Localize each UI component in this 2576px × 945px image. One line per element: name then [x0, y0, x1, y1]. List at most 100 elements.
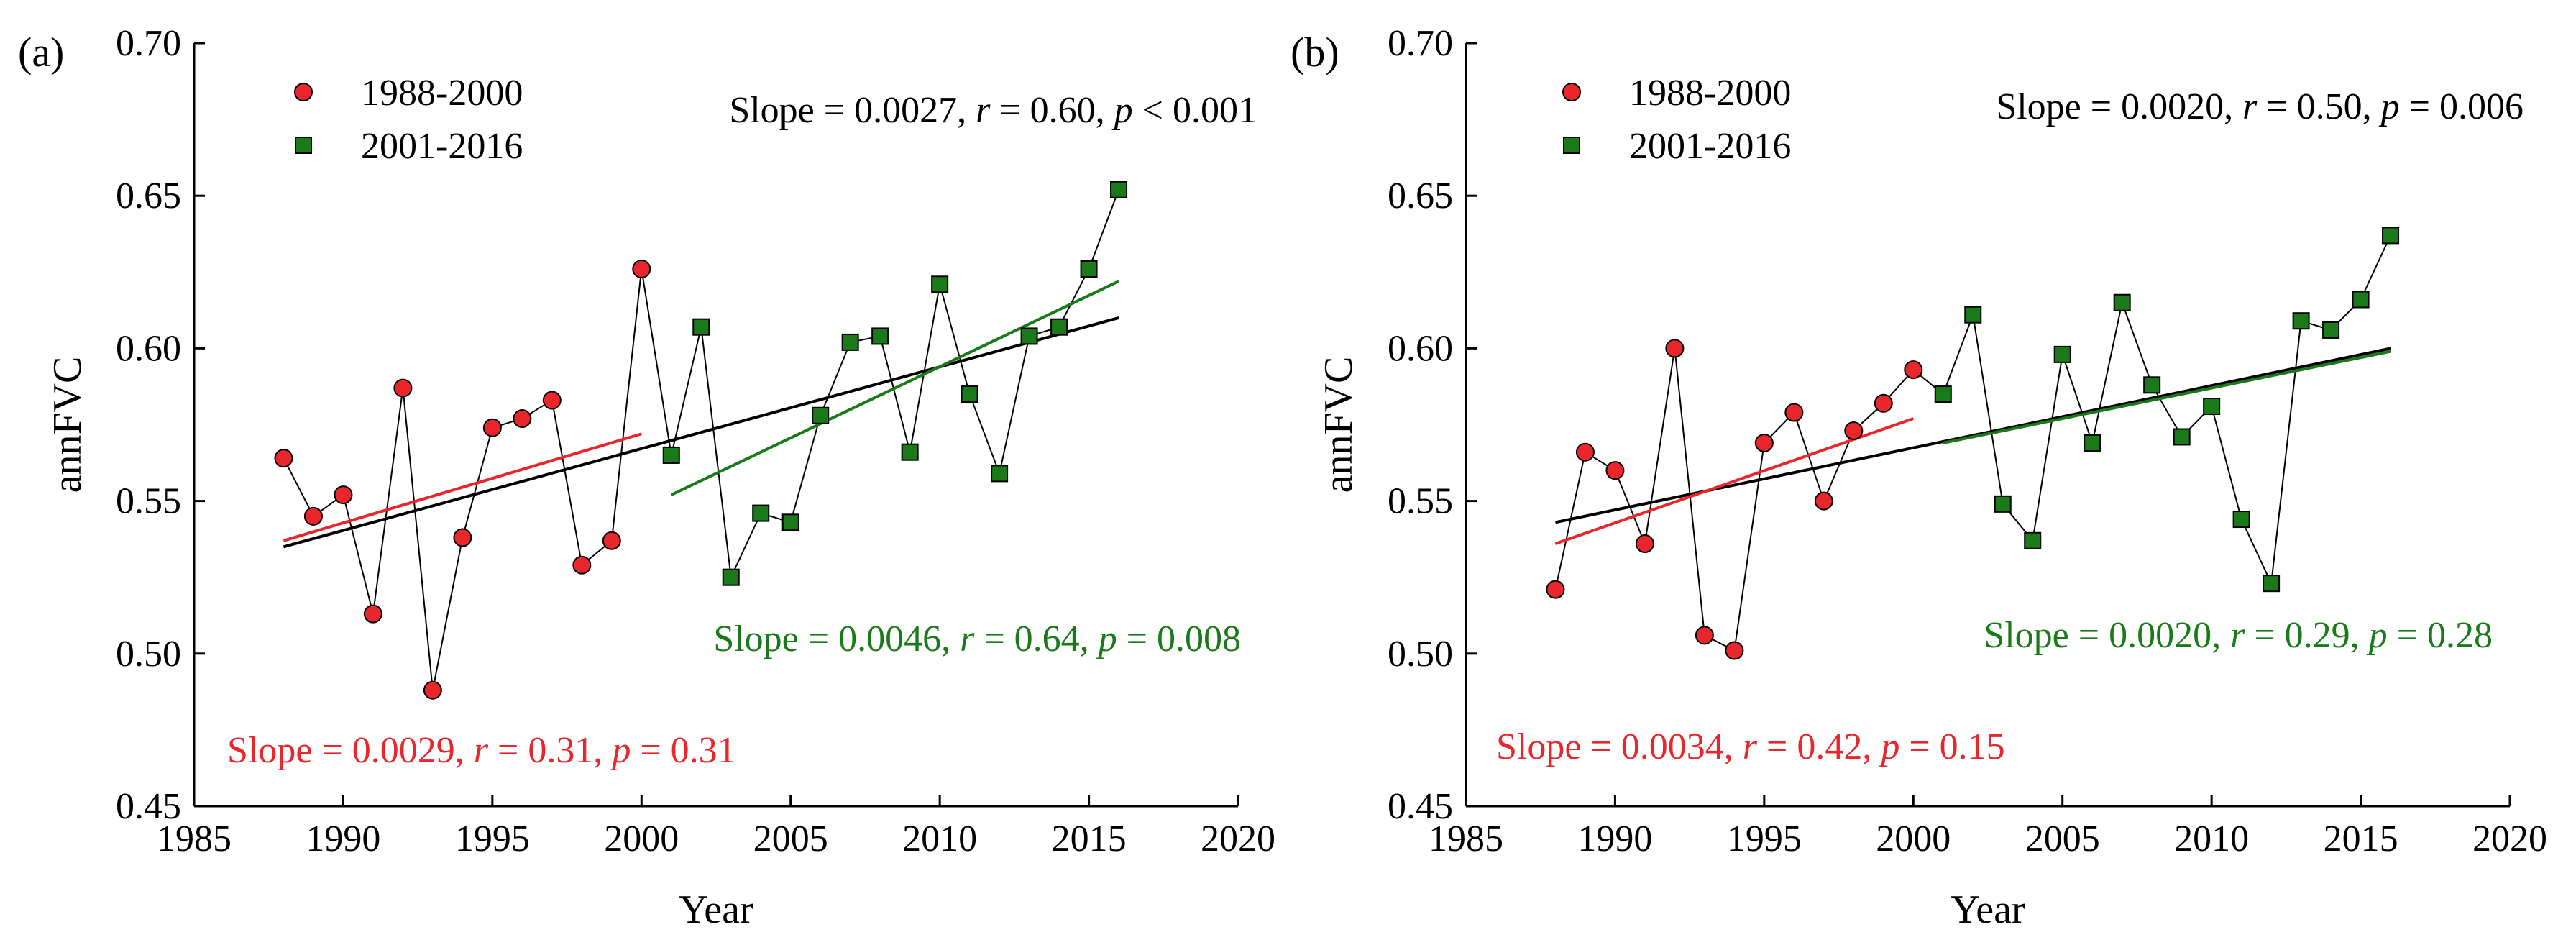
stat-annotation-part: = 0.008 — [1117, 618, 1241, 659]
y-tick-label: 0.60 — [1388, 328, 1453, 369]
y-tick-label: 0.55 — [116, 481, 181, 522]
data-point — [513, 409, 532, 429]
stat-annotation-part: Slope = 0.0020, — [1984, 615, 2230, 656]
stat-annotation: Slope = 0.0046, r = 0.64, p = 0.008 — [713, 618, 1241, 659]
data-point — [1695, 626, 1714, 645]
data-point — [453, 528, 472, 547]
data-point — [1964, 306, 1982, 324]
stat-annotation-part: = 0.29, — [2245, 615, 2368, 656]
data-point — [2232, 511, 2250, 529]
y-tick-label: 0.45 — [116, 786, 181, 827]
stat-annotation: Slope = 0.0029, r = 0.31, p = 0.31 — [227, 730, 736, 771]
stat-annotation-part: = 0.60, — [990, 90, 1114, 131]
data-point — [482, 418, 502, 437]
legend-label: 1988-2000 — [361, 73, 523, 114]
data-point — [2263, 575, 2281, 593]
data-point — [1635, 534, 1654, 554]
data-point — [812, 406, 830, 424]
panel-label: (a) — [18, 29, 64, 76]
data-point — [1725, 641, 1744, 660]
data-point — [363, 604, 382, 624]
data-point — [781, 513, 799, 531]
stat-annotation-part: = 0.50, — [2257, 86, 2380, 127]
x-axis-label: Year — [1951, 887, 2025, 932]
legend-marker — [1563, 137, 1580, 154]
data-point — [991, 465, 1009, 483]
x-tick-label: 2015 — [2324, 818, 2398, 859]
stat-annotation-part: = 0.31 — [631, 730, 735, 771]
data-point — [1874, 393, 1893, 413]
data-point — [692, 318, 710, 336]
trendline-2001-2016 — [1943, 350, 2391, 444]
y-tick-label: 0.60 — [116, 328, 181, 369]
data-point — [303, 506, 323, 526]
data-point — [632, 260, 651, 279]
x-tick-label: 1995 — [455, 818, 530, 859]
y-tick-label: 0.50 — [1388, 634, 1453, 675]
panel-a: (a) 0.45 0.50 0.55 0.60 0.65 0.70 1985 1990 1995 2… — [18, 23, 1275, 932]
stat-annotation-part: p — [2366, 615, 2388, 656]
stat-annotation-part: r — [2242, 86, 2258, 127]
stat-annotation-part: < 0.001 — [1133, 90, 1257, 131]
data-point — [274, 449, 293, 468]
data-point — [871, 327, 889, 345]
y-tick-label: 0.55 — [1388, 481, 1453, 522]
x-tick-label: 2020 — [1201, 818, 1275, 859]
data-point — [1605, 461, 1625, 480]
stat-annotation-part: r — [474, 730, 489, 771]
stat-annotation-part: p — [609, 730, 631, 771]
data-point — [1814, 491, 1833, 511]
data-point — [2084, 434, 2101, 452]
data-point — [423, 680, 442, 700]
stat-annotation-part: = 0.42, — [1757, 726, 1881, 767]
stat-annotation-part: Slope = 0.0046, — [713, 618, 960, 659]
x-tick-label: 2000 — [1876, 818, 1951, 859]
panel-label: (b) — [1291, 29, 1339, 76]
x-tick-label: 1990 — [306, 818, 380, 859]
data-point — [931, 275, 949, 293]
stat-annotation-part: = 0.31, — [488, 730, 612, 771]
data-point — [752, 504, 770, 522]
panel-b: (b) 0.45 0.50 0.55 0.60 0.65 0.70 1985 1990 1995 2… — [1291, 23, 2547, 932]
x-tick-label: 1990 — [1577, 818, 1652, 859]
legend-marker — [295, 137, 312, 154]
x-tick-label: 2010 — [2174, 818, 2249, 859]
data-point — [572, 555, 592, 575]
data-point — [1904, 360, 1923, 380]
data-point — [1934, 385, 1952, 403]
data-point — [602, 531, 621, 550]
x-tick-label: 2005 — [753, 818, 828, 859]
data-point — [1020, 327, 1038, 345]
stat-annotation-part: = 0.28 — [2388, 615, 2493, 656]
legend-label: 1988-2000 — [1629, 73, 1791, 114]
y-tick-label: 0.65 — [1388, 175, 1453, 216]
connecting-line — [283, 189, 1119, 690]
data-point — [2382, 227, 2400, 245]
x-axis-label: Year — [679, 887, 753, 932]
data-point — [2024, 531, 2042, 549]
data-point — [1994, 495, 2012, 513]
trendline-overall — [283, 316, 1119, 549]
stat-annotation-part: r — [976, 90, 991, 131]
x-tick-label: 1995 — [1727, 818, 1802, 859]
y-tick-label: 0.65 — [116, 175, 181, 216]
data-point — [2292, 312, 2310, 330]
data-point — [1754, 433, 1774, 452]
stat-annotation-part: p — [2378, 86, 2400, 127]
data-point — [1080, 260, 1098, 278]
stat-annotation: Slope = 0.0027, r = 0.60, p < 0.001 — [729, 90, 1257, 131]
stat-annotation: Slope = 0.0020, r = 0.29, p = 0.28 — [1984, 615, 2493, 656]
data-point — [334, 485, 353, 505]
data-point — [2143, 376, 2161, 394]
stat-annotation-part: Slope = 0.0034, — [1496, 726, 1743, 767]
y-tick-label: 0.70 — [116, 23, 181, 64]
x-tick-label: 2005 — [2025, 818, 2100, 859]
trendline-overall — [1555, 347, 2391, 524]
trendline-1988-2000 — [283, 432, 642, 542]
data-point — [1575, 442, 1595, 462]
data-point — [1050, 318, 1068, 336]
stat-annotation-part: Slope = 0.0029, — [227, 730, 474, 771]
x-tick-label: 2000 — [604, 818, 679, 859]
x-tick-label: 2020 — [2472, 818, 2547, 859]
